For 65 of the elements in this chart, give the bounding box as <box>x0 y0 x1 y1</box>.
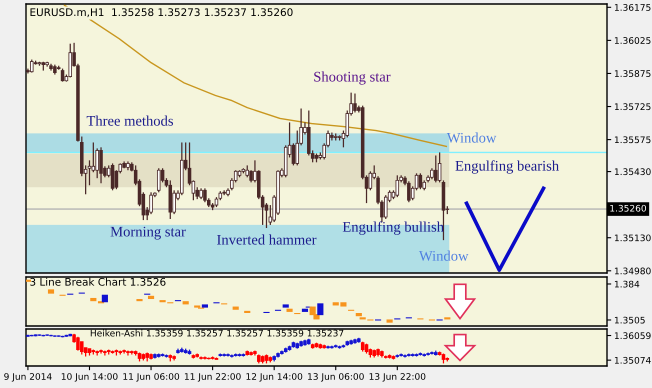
bar <box>317 303 324 316</box>
candlestick <box>430 168 434 180</box>
candlestick <box>203 188 207 203</box>
candlestick <box>53 64 57 76</box>
candlestick <box>99 146 103 184</box>
y-tick-label: 1.35430 <box>614 168 651 176</box>
bar <box>302 308 308 312</box>
y-tick-label: 1.36059 <box>614 332 651 340</box>
annotation: Window <box>446 132 496 143</box>
annotation: Morning star <box>110 226 186 240</box>
candlestick <box>199 188 203 200</box>
x-tick-label: 12 Jun 14:00 <box>246 373 302 382</box>
annotation: Three methods <box>86 115 174 126</box>
candlestick <box>442 352 446 364</box>
y-tick-label: 1.35130 <box>614 234 651 242</box>
x-tick-label: 13 Jun 06:00 <box>308 373 364 382</box>
y-tick-label: 1.384 <box>614 280 640 288</box>
bar <box>48 289 54 294</box>
x-tick-label: 9 Jun 2014 <box>4 373 52 382</box>
candlestick <box>30 58 34 74</box>
candlestick <box>156 168 161 193</box>
bar <box>90 298 96 302</box>
candlestick <box>418 172 422 190</box>
candlestick <box>396 174 400 198</box>
bar <box>148 296 154 300</box>
candlestick <box>110 162 114 191</box>
annotation: Shooting star <box>314 71 390 85</box>
bar <box>182 301 189 304</box>
annotation: Engulfing bearish <box>455 160 559 174</box>
y-tick-label: 1.3505 <box>614 316 645 324</box>
y-tick-label: 1.35725 <box>614 103 650 110</box>
bar <box>202 304 208 308</box>
candlestick <box>249 170 253 184</box>
candlestick <box>60 68 64 82</box>
candlestick <box>80 341 84 356</box>
y-tick-label: 1.35875 <box>614 70 650 78</box>
y-tick-label: 1.35575 <box>614 136 650 144</box>
candlestick <box>353 92 357 114</box>
bar <box>282 304 289 308</box>
candlestick <box>68 43 72 78</box>
y-tick-label: 1.34980 <box>614 268 651 274</box>
candlestick <box>360 341 364 352</box>
bar <box>232 306 239 310</box>
candlestick <box>76 336 80 352</box>
chart-title: EURUSD.m,H1 1.35258 1.35273 1.35237 1.35260 <box>30 8 293 18</box>
x-tick-label: 11 Jun 06:00 <box>123 373 180 382</box>
candlestick <box>434 154 438 184</box>
y-tick-label: 1.36025 <box>614 37 650 44</box>
bar <box>356 313 362 316</box>
candlestick <box>364 343 368 354</box>
y-tick-label: 1.36175 <box>614 4 650 11</box>
bar <box>286 308 293 312</box>
candlestick <box>384 194 388 220</box>
x-tick-label: 10 Jun 14:00 <box>62 373 118 382</box>
ref-line-label: 1.35260 <box>610 204 646 212</box>
x-tick-label: 11 Jun 22:00 <box>184 373 241 382</box>
bar <box>310 306 316 316</box>
bar <box>386 319 393 323</box>
annotation: Inverted hammer <box>217 234 316 245</box>
bar <box>194 305 200 308</box>
y-tick-label: 1.35074 <box>614 356 651 364</box>
chart-title: 3 Line Break Chart 1.3526 <box>30 278 166 286</box>
bar <box>102 294 108 302</box>
chart-title: Heiken-Ashi 1.35359 1.35257 1.35257 1.35359 1.35237 <box>90 330 344 337</box>
x-tick-label: 13 Jun 22:00 <box>370 373 426 382</box>
